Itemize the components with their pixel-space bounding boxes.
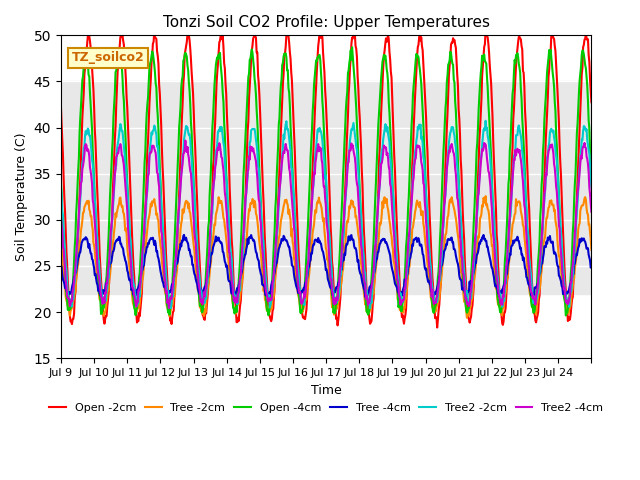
Open -2cm (217, 33, 225, 38)
Text: TZ_soilco2: TZ_soilco2 (72, 51, 144, 64)
X-axis label: Time: Time (311, 384, 342, 396)
Tree -4cm (119, 246, 127, 252)
Open -4cm (119, 90, 127, 96)
Line: Tree2 -4cm: Tree2 -4cm (61, 141, 591, 308)
Tree2 -2cm (217, 128, 225, 134)
Open -4cm (411, 65, 419, 71)
Y-axis label: Soil Temperature (C): Soil Temperature (C) (15, 132, 28, 261)
Tree2 -4cm (244, 167, 252, 172)
Tree -4cm (244, 241, 252, 247)
Tree2 -4cm (588, 209, 595, 215)
Open -4cm (243, 103, 251, 109)
Legend: Open -2cm, Tree -2cm, Open -4cm, Tree -4cm, Tree2 -2cm, Tree2 -4cm: Open -2cm, Tree -2cm, Open -4cm, Tree -4… (45, 398, 608, 417)
Bar (61, 82, 591, 294)
Tree -2cm (217, 198, 225, 204)
Open -2cm (482, 27, 490, 33)
Tree -2cm (57, 244, 65, 250)
Open -2cm (263, 279, 271, 285)
Tree2 -2cm (588, 185, 595, 191)
Tree -4cm (412, 235, 420, 241)
Tree -4cm (180, 232, 188, 238)
Tree -2cm (463, 315, 471, 321)
Tree -2cm (263, 308, 271, 314)
Open -2cm (57, 103, 65, 108)
Tree -2cm (381, 194, 388, 200)
Tree2 -4cm (57, 212, 65, 218)
Open -4cm (57, 176, 65, 182)
Tree2 -2cm (482, 118, 490, 124)
Open -4cm (562, 312, 570, 318)
Tree -2cm (243, 232, 251, 238)
Tree -2cm (482, 193, 490, 199)
Tree -4cm (218, 240, 225, 245)
Open -2cm (588, 99, 595, 105)
Tree -2cm (119, 209, 127, 215)
Line: Open -4cm: Open -4cm (61, 47, 591, 315)
Line: Tree2 -2cm: Tree2 -2cm (61, 121, 591, 308)
Tree2 -2cm (119, 135, 127, 141)
Tree2 -2cm (381, 121, 389, 127)
Open -4cm (348, 44, 356, 50)
Tree -4cm (382, 239, 390, 245)
Tree2 -4cm (412, 156, 420, 161)
Tree2 -4cm (182, 138, 189, 144)
Tree2 -4cm (382, 144, 390, 150)
Tree2 -2cm (366, 305, 374, 311)
Tree -4cm (232, 295, 239, 301)
Tree -2cm (588, 247, 595, 252)
Title: Tonzi Soil CO2 Profile: Upper Temperatures: Tonzi Soil CO2 Profile: Upper Temperatur… (163, 15, 490, 30)
Tree -4cm (57, 263, 65, 268)
Tree2 -4cm (218, 155, 226, 161)
Tree2 -4cm (165, 305, 173, 311)
Tree2 -2cm (57, 183, 65, 189)
Open -4cm (588, 177, 595, 183)
Line: Tree -2cm: Tree -2cm (61, 196, 591, 318)
Tree2 -2cm (411, 149, 419, 155)
Tree -2cm (410, 215, 418, 221)
Tree -4cm (264, 291, 272, 297)
Line: Tree -4cm: Tree -4cm (61, 235, 591, 298)
Open -4cm (263, 308, 271, 313)
Tree2 -4cm (264, 298, 272, 304)
Open -4cm (381, 53, 389, 59)
Line: Open -2cm: Open -2cm (61, 30, 591, 327)
Tree2 -4cm (119, 157, 127, 163)
Tree2 -2cm (243, 181, 251, 187)
Open -2cm (119, 38, 127, 44)
Open -2cm (433, 324, 441, 330)
Open -4cm (217, 62, 225, 68)
Open -2cm (410, 109, 418, 115)
Tree2 -2cm (263, 288, 271, 293)
Open -2cm (243, 150, 251, 156)
Open -2cm (381, 48, 388, 53)
Tree -4cm (588, 263, 595, 269)
